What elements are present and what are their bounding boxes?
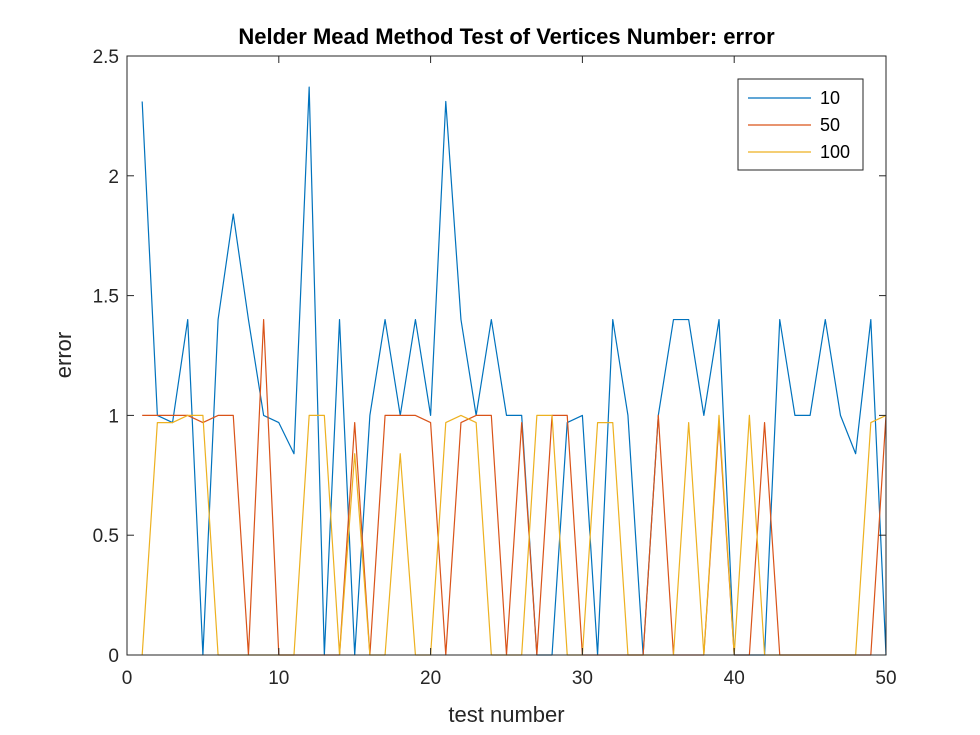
legend-label-50: 50 bbox=[820, 115, 840, 135]
legend: 10 50 100 bbox=[737, 78, 864, 171]
x-axis-label: test number bbox=[448, 702, 564, 727]
chart-title: Nelder Mead Method Test of Vertices Numb… bbox=[238, 24, 775, 49]
x-tick-label: 50 bbox=[875, 668, 896, 689]
y-tick-label: 0.5 bbox=[93, 526, 119, 547]
series-line-50 bbox=[142, 318, 887, 656]
x-tick-label: 10 bbox=[268, 668, 289, 689]
legend-entry: 50 bbox=[748, 115, 840, 135]
y-tick-label: 1 bbox=[108, 406, 119, 427]
y-tick-label: 0 bbox=[108, 646, 119, 667]
y-tick-label: 1.5 bbox=[93, 287, 119, 308]
x-tick-label: 30 bbox=[572, 668, 593, 689]
plot-box bbox=[126, 55, 887, 656]
legend-label-10: 10 bbox=[820, 88, 840, 108]
x-tick-label: 20 bbox=[420, 668, 441, 689]
legend-label-100: 100 bbox=[820, 142, 850, 162]
x-tick-label: 0 bbox=[122, 668, 133, 689]
legend-entry: 100 bbox=[748, 142, 850, 162]
tick-layer: 0 10 20 30 40 50 0 0.5 1 1.5 2 2.5 bbox=[93, 47, 897, 689]
y-axis-label: error bbox=[51, 332, 76, 378]
y-tick-label: 2.5 bbox=[93, 47, 119, 68]
y-tick-label: 2 bbox=[108, 167, 119, 188]
legend-entry: 10 bbox=[748, 88, 840, 108]
x-tick-label: 40 bbox=[724, 668, 745, 689]
